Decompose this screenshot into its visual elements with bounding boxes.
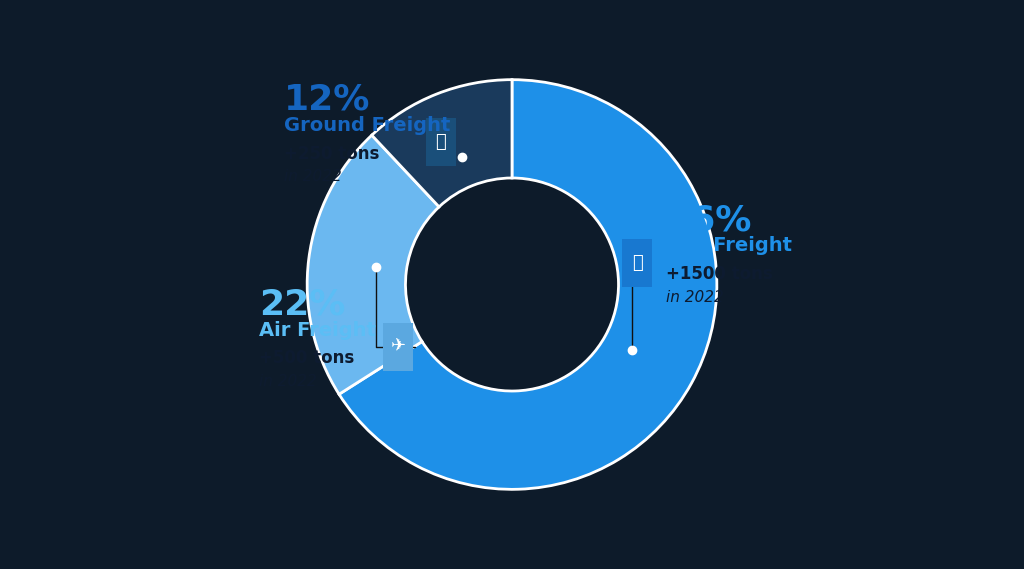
Text: +1500 tons: +1500 tons — [666, 265, 772, 283]
Text: in 2022: in 2022 — [666, 290, 723, 304]
Text: in 2022: in 2022 — [285, 169, 342, 184]
Text: Ground Freight: Ground Freight — [285, 116, 451, 135]
FancyBboxPatch shape — [426, 118, 456, 167]
Text: +250 tons: +250 tons — [285, 145, 380, 163]
Text: Air Freight: Air Freight — [259, 320, 376, 340]
Text: Sea Freight: Sea Freight — [666, 236, 792, 255]
Text: ✈: ✈ — [390, 338, 406, 356]
Text: ⛴: ⛴ — [632, 254, 642, 272]
Text: 🚃: 🚃 — [435, 133, 446, 151]
FancyBboxPatch shape — [383, 323, 413, 371]
Text: 12%: 12% — [285, 83, 371, 117]
FancyBboxPatch shape — [623, 239, 652, 287]
Text: 66%: 66% — [666, 203, 752, 237]
Wedge shape — [307, 135, 439, 394]
Wedge shape — [339, 80, 717, 489]
Text: 22%: 22% — [259, 287, 345, 321]
Text: +500 tons: +500 tons — [259, 349, 354, 368]
Wedge shape — [372, 80, 512, 207]
Text: in 2022: in 2022 — [259, 374, 316, 389]
